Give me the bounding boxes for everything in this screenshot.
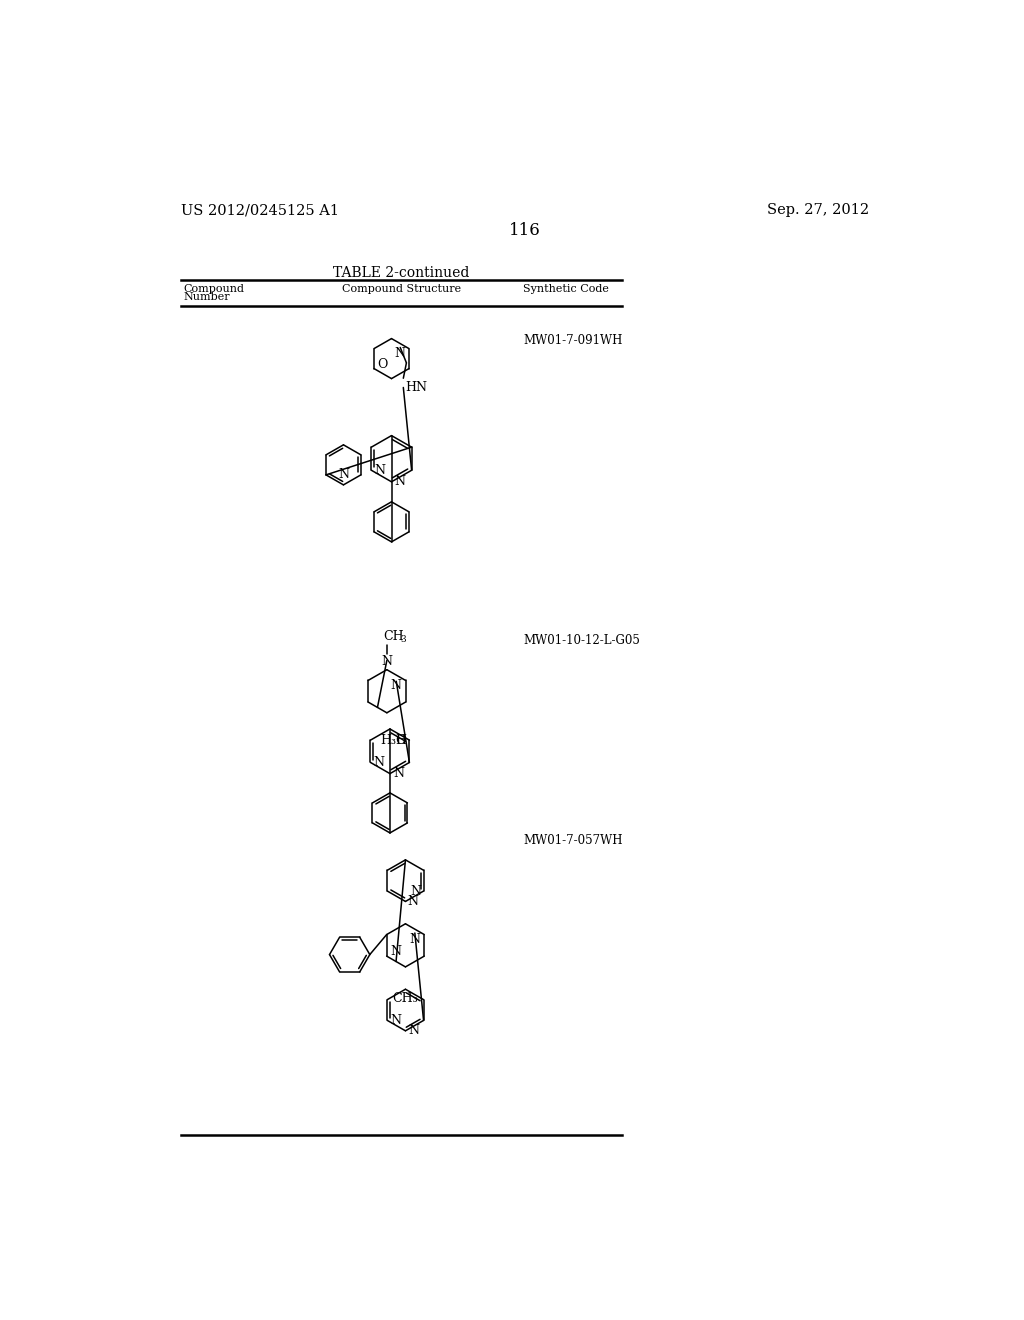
Text: N: N [394, 475, 406, 488]
Text: N: N [391, 678, 401, 692]
Text: Synthetic Code: Synthetic Code [523, 284, 609, 294]
Text: H: H [395, 734, 407, 747]
Text: 3: 3 [400, 635, 406, 644]
Text: N: N [390, 945, 401, 958]
Text: N: N [394, 347, 406, 359]
Text: N: N [393, 767, 404, 780]
Text: Number: Number [183, 292, 230, 301]
Text: MW01-7-091WH: MW01-7-091WH [523, 334, 623, 347]
Text: CH: CH [384, 631, 404, 644]
Text: N: N [409, 1024, 420, 1038]
Text: Compound: Compound [183, 284, 245, 294]
Text: MW01-7-057WH: MW01-7-057WH [523, 834, 623, 847]
Text: N: N [411, 884, 421, 898]
Text: Compound Structure: Compound Structure [342, 284, 461, 294]
Text: MW01-10-12-L-G05: MW01-10-12-L-G05 [523, 635, 640, 647]
Text: H₃C: H₃C [381, 734, 407, 747]
Text: US 2012/0245125 A1: US 2012/0245125 A1 [180, 203, 339, 216]
Text: N: N [375, 463, 385, 477]
Text: N: N [390, 1014, 401, 1027]
Text: N: N [381, 655, 392, 668]
Text: Sep. 27, 2012: Sep. 27, 2012 [767, 203, 869, 216]
Text: CH₃: CH₃ [392, 993, 418, 1006]
Text: N: N [408, 895, 419, 908]
Text: N: N [374, 756, 385, 770]
Text: N: N [338, 469, 349, 480]
Text: N: N [410, 933, 420, 946]
Text: 116: 116 [509, 222, 541, 239]
Text: O: O [378, 358, 388, 371]
Text: HN: HN [406, 381, 428, 395]
Text: TABLE 2-continued: TABLE 2-continued [334, 267, 470, 280]
